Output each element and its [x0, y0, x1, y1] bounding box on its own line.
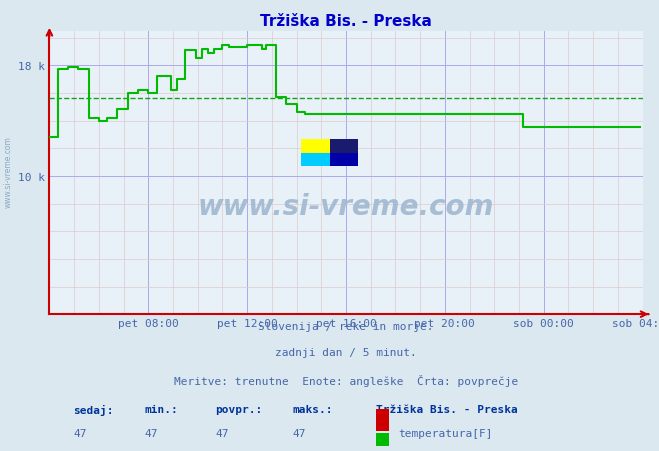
Text: Tržiška Bis. - Preska: Tržiška Bis. - Preska: [376, 404, 517, 414]
Bar: [330, 140, 358, 153]
Text: Meritve: trenutne  Enote: angleške  Črta: povprečje: Meritve: trenutne Enote: angleške Črta: …: [174, 374, 518, 386]
Bar: [376, 433, 389, 451]
Text: 47: 47: [293, 428, 306, 438]
Bar: [302, 140, 330, 153]
Text: Slovenija / reke in morje.: Slovenija / reke in morje.: [258, 321, 434, 331]
Text: min.:: min.:: [144, 404, 178, 414]
Text: maks.:: maks.:: [293, 404, 333, 414]
Text: zadnji dan / 5 minut.: zadnji dan / 5 minut.: [275, 347, 417, 358]
Bar: [376, 410, 389, 431]
Text: 47: 47: [73, 428, 86, 438]
Text: povpr.:: povpr.:: [215, 404, 263, 414]
Text: temperatura[F]: temperatura[F]: [398, 428, 493, 438]
Text: www.si-vreme.com: www.si-vreme.com: [3, 135, 13, 207]
Title: Tržiška Bis. - Preska: Tržiška Bis. - Preska: [260, 14, 432, 29]
Text: sedaj:: sedaj:: [73, 404, 113, 415]
Text: 47: 47: [215, 428, 229, 438]
Text: 47: 47: [144, 428, 158, 438]
Text: www.si-vreme.com: www.si-vreme.com: [198, 193, 494, 221]
Bar: [330, 153, 358, 167]
Bar: [302, 153, 330, 167]
